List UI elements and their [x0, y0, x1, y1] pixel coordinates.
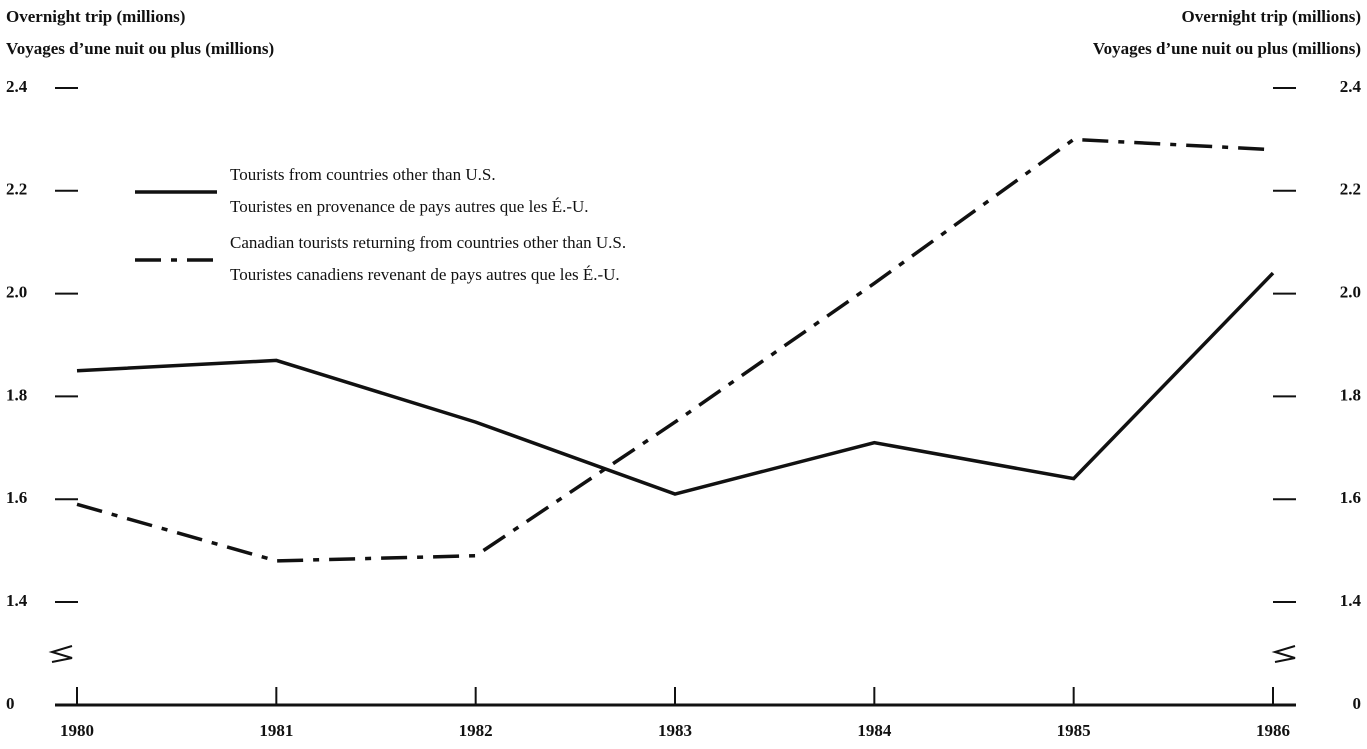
- x-tick-label: 1980: [60, 721, 94, 740]
- y-tick-label: 2.0: [6, 283, 27, 302]
- legend-label: Touristes canadiens revenant de pays aut…: [230, 265, 620, 284]
- y2-tick-label: 2.0: [1340, 283, 1361, 302]
- axis-break: [1271, 645, 1296, 663]
- x-tick-label: 1982: [459, 721, 493, 740]
- x-tick-label: 1984: [857, 721, 892, 740]
- y2-tick-label: 1.4: [1340, 591, 1362, 610]
- y2-tick-label: 0: [1353, 694, 1362, 713]
- y-tick-label: 2.2: [6, 180, 27, 199]
- x-tick-label: 1985: [1057, 721, 1091, 740]
- y-tick-label: 1.6: [6, 488, 27, 507]
- y2-axis-title: Overnight trip (millions): [1182, 7, 1361, 26]
- series-line: [76, 137, 1274, 563]
- x-tick-label: 1986: [1256, 721, 1290, 740]
- x-tick-label: 1983: [658, 721, 692, 740]
- series-line: [76, 271, 1275, 496]
- x-tick-label: 1981: [259, 721, 293, 740]
- y-tick-label: 2.4: [6, 77, 28, 96]
- y2-axis-title: Voyages d’une nuit ou plus (millions): [1093, 39, 1361, 58]
- axis-break: [48, 645, 73, 663]
- y-axis-title: Overnight trip (millions): [6, 7, 185, 26]
- y2-tick-label: 1.8: [1340, 385, 1361, 404]
- y2-tick-label: 2.2: [1340, 180, 1361, 199]
- y-tick-label: 1.4: [6, 591, 28, 610]
- legend-label: Tourists from countries other than U.S.: [230, 165, 496, 184]
- legend-label: Canadian tourists returning from countri…: [230, 233, 626, 252]
- y-axis-title: Voyages d’une nuit ou plus (millions): [6, 39, 274, 58]
- y-tick-label: 1.8: [6, 385, 27, 404]
- y2-tick-label: 2.4: [1340, 77, 1362, 96]
- y-tick-label: 0: [6, 694, 15, 713]
- legend-label: Touristes en provenance de pays autres q…: [230, 197, 589, 216]
- y2-tick-label: 1.6: [1340, 488, 1361, 507]
